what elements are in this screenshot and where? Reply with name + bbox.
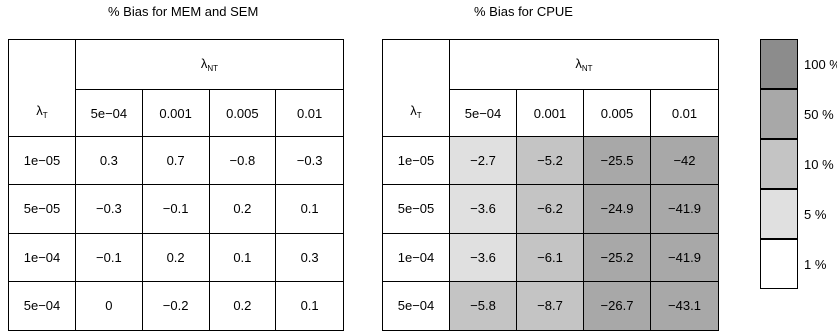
- value-cell: −24.9: [584, 185, 651, 234]
- value-cell: −42: [651, 137, 718, 186]
- row-label: 5e−04: [9, 281, 76, 330]
- value-cell: −0.2: [143, 281, 210, 330]
- lambda-nt-label: λNT: [575, 56, 593, 73]
- row-label: 1e−04: [383, 233, 450, 282]
- legend-label: 1 %: [804, 257, 827, 272]
- value-cell: −43.1: [651, 281, 718, 330]
- value-cell: −6.2: [517, 185, 584, 234]
- value-cell: −0.8: [209, 137, 277, 186]
- lambda-t-label: λT: [36, 103, 48, 120]
- row-label: 5e−05: [9, 185, 76, 234]
- row-label: 5e−05: [383, 185, 450, 234]
- legend-label: 100 %: [804, 57, 837, 72]
- col-header-lambda-nt: λNT: [76, 40, 343, 90]
- left-panel-title: % Bias for MEM and SEM: [108, 4, 259, 19]
- value-cell: −0.3: [276, 137, 343, 186]
- value-cell: −5.8: [450, 281, 517, 330]
- value-cell: 0.7: [142, 137, 210, 186]
- row-header-lambda-t: λT: [383, 40, 450, 137]
- col-header-lambda-nt: λNT: [450, 40, 718, 90]
- bias-table-mem-sem: λT λNT 5e−04 0.001 0.005 0.01 1e−05 0.3 0.7 −0.8−…: [8, 39, 344, 331]
- lambda-nt-label: λNT: [200, 56, 219, 73]
- value-cell: 0: [76, 281, 143, 330]
- value-cell: −3.6: [450, 233, 517, 282]
- legend-swatch: [760, 39, 798, 89]
- row-label: 1e−05: [383, 137, 450, 186]
- column-label: 0.001: [142, 90, 210, 137]
- row-label: 5e−04: [383, 281, 450, 330]
- legend-swatch: [760, 89, 798, 139]
- value-cell: 0.1: [276, 185, 343, 234]
- value-cell: −25.2: [584, 233, 651, 282]
- column-label: 0.001: [517, 90, 584, 137]
- value-cell: −2.7: [450, 137, 517, 186]
- value-cell: −25.5: [584, 137, 651, 186]
- value-cell: −6.1: [517, 233, 584, 282]
- value-cell: 0.2: [142, 233, 210, 282]
- value-cell: 0.1: [300, 298, 319, 314]
- value-cell: −41.9: [651, 233, 718, 282]
- value-cell: −0.3: [76, 185, 143, 234]
- value-cell: 0.3: [76, 137, 143, 186]
- column-label: 5e−04: [450, 90, 517, 137]
- value-cell: −26.7: [584, 281, 651, 330]
- row-label: 1e−05: [9, 137, 76, 186]
- row-header-lambda-t: λT: [9, 40, 76, 137]
- column-label: 0.005: [209, 90, 277, 137]
- legend-swatch: [760, 189, 798, 239]
- column-label: 5e−04: [76, 90, 143, 137]
- row-label: 1e−04: [9, 233, 76, 282]
- legend-swatch: [760, 239, 798, 289]
- column-label: 0.005: [584, 90, 651, 137]
- value-cell: 0.1: [209, 233, 277, 282]
- value-cell: −3.6: [450, 185, 517, 234]
- value-cell: −0.1: [142, 185, 210, 234]
- value-cell: 0.3: [276, 234, 343, 282]
- value-cell: 0.2: [209, 185, 277, 234]
- value-cell: 0.2: [210, 281, 277, 330]
- column-label: 0.01: [276, 90, 343, 137]
- value-cell: −5.2: [517, 137, 584, 186]
- value-cell: −41.9: [651, 185, 718, 234]
- legend-label: 5 %: [804, 207, 827, 222]
- bias-table-cpue: λT λNT 5e−04 0.001 0.005 0.01 1e−05 −2.7 −5.2 −25…: [382, 39, 719, 331]
- right-panel-title: % Bias for CPUE: [474, 4, 573, 19]
- legend-swatch: [760, 139, 798, 189]
- column-label: 0.01: [651, 90, 718, 137]
- legend-label: 50 %: [804, 107, 834, 122]
- legend-label: 10 %: [804, 157, 834, 172]
- value-cell: −8.7: [517, 281, 584, 330]
- value-cell: −0.1: [76, 233, 143, 282]
- lambda-t-label: λT: [410, 103, 422, 120]
